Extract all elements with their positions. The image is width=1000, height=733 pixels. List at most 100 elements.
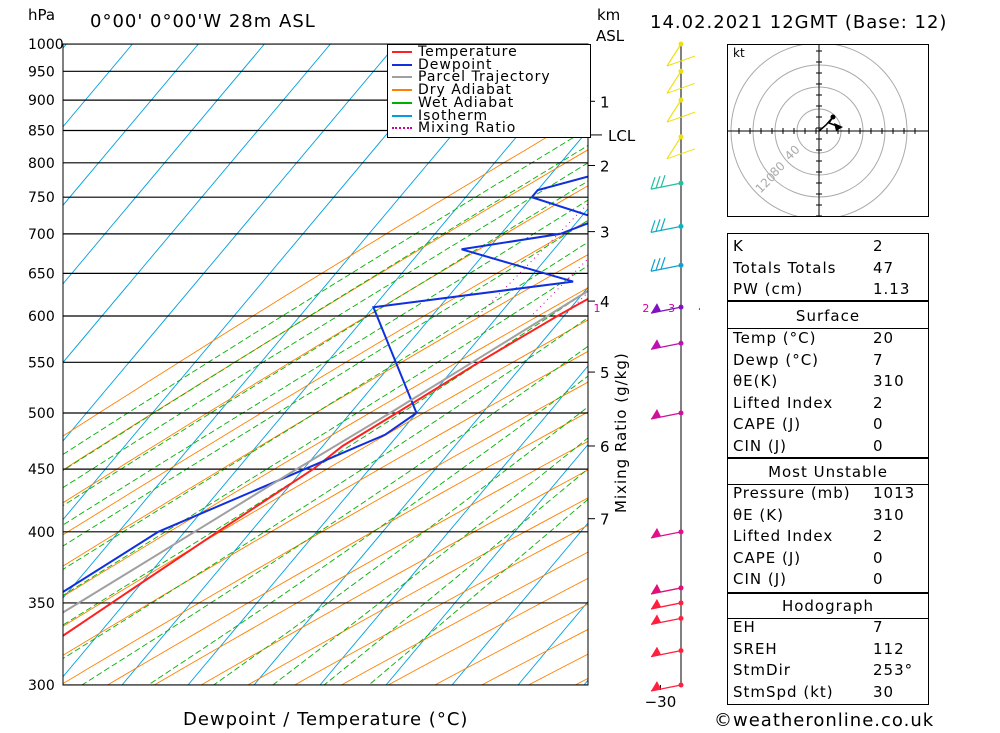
pressure-tick-label: 850	[28, 124, 55, 140]
wet-adiabat-line	[63, 264, 588, 596]
table-row-value: 2	[873, 393, 884, 412]
mixing-ratio-label: 1	[593, 302, 600, 315]
wind-barb-flag	[651, 303, 661, 314]
dry-adiabat-line	[387, 577, 588, 685]
dewpoint-line	[63, 175, 588, 594]
legend-swatch	[392, 114, 412, 117]
legend-label: Dry Adiabat	[418, 82, 512, 99]
pressure-tick-label: 900	[28, 93, 55, 109]
height-tick-label: 1	[600, 93, 610, 111]
height-tick-label: 7	[600, 511, 610, 529]
table-row-value: 2	[873, 237, 884, 255]
wind-barb-feather	[660, 174, 666, 188]
table-row-label: CAPE (J)	[733, 548, 802, 567]
wind-barb	[650, 174, 684, 190]
table-row-label: Totals Totals	[733, 258, 837, 277]
temperature-tick-label: −30	[645, 693, 677, 711]
dry-adiabat-line	[63, 381, 588, 685]
legend: Temperature Dewpoint Parcel Trajectory Dry …	[387, 44, 591, 138]
wet-adiabat-line	[368, 498, 588, 685]
isotherm-line	[63, 44, 529, 599]
hodograph-table-title: Hodograph	[781, 597, 875, 615]
x-axis-label: Dewpoint / Temperature (°C)	[183, 709, 469, 730]
wind-barb	[650, 646, 684, 658]
dry-adiabat-line	[481, 628, 588, 685]
wet-adiabat-line	[63, 241, 588, 570]
wind-barb	[650, 257, 684, 272]
pressure-tick-label: 600	[28, 309, 55, 325]
wind-barb-shaft	[666, 43, 682, 67]
hodograph-ring-label: 40	[782, 142, 803, 163]
wind-barb	[666, 97, 696, 123]
table-row-label: K	[733, 237, 744, 255]
pressure-tick-label: 700	[28, 227, 55, 243]
table-row-value: 0	[873, 548, 884, 567]
wind-barb-flag	[651, 583, 661, 594]
isotherm-line	[63, 50, 588, 678]
legend-swatch	[392, 51, 412, 53]
wind-barb-flag	[651, 681, 661, 691]
isotherm-line	[319, 365, 588, 685]
table-row-label: StmSpd (kt)	[733, 682, 834, 701]
dry-adiabat-line	[247, 497, 588, 685]
wind-barb-flag	[651, 614, 661, 625]
legend-label: Dewpoint	[418, 56, 493, 73]
isotherm-line	[187, 208, 588, 685]
wet-adiabat-line	[63, 317, 588, 660]
wind-barb-feather	[655, 219, 661, 232]
legend-label: Wet Adiabat	[418, 94, 515, 111]
legend-swatch	[392, 127, 412, 130]
dry-adiabat-line	[63, 149, 588, 471]
table-row-label: CIN (J)	[733, 436, 788, 455]
table-row-label: Temp (°C)	[733, 329, 817, 347]
legend-swatch	[392, 101, 412, 104]
dry-adiabat-line	[63, 287, 588, 598]
wind-barb-shaft	[650, 182, 682, 190]
lcl-label: LCL	[608, 127, 636, 145]
legend-label: Temperature	[418, 44, 518, 60]
table-row-value: 310	[873, 372, 905, 390]
mixing-ratio-line	[650, 44, 700, 316]
table-row-label: SREH	[733, 639, 778, 658]
mixing-ratio-label: 4	[698, 302, 700, 315]
dry-adiabat-line	[63, 254, 588, 567]
pressure-tick-label: 750	[28, 190, 55, 206]
wind-barb	[666, 134, 696, 160]
dry-adiabat-line	[63, 319, 588, 627]
surface-table: Surface Temp (°C) 20 Dewp (°C) 7 θE(K) 310 Lif…	[727, 301, 929, 458]
wet-adiabat-line	[63, 219, 588, 547]
table-row-label: Lifted Index	[733, 393, 834, 412]
pressure-tick-label: 400	[28, 525, 55, 541]
table-row-value: 0	[873, 415, 884, 433]
height-tick-label: 5	[600, 364, 610, 382]
wind-barb-shaft	[666, 136, 682, 160]
pressure-tick-label: 350	[28, 596, 55, 612]
wind-barb-flag	[651, 646, 661, 657]
wind-barb	[650, 614, 684, 625]
table-row-label: PW (cm)	[733, 280, 804, 298]
wind-barb-feather	[660, 257, 666, 270]
hodograph-point	[830, 114, 836, 120]
wind-barb	[650, 583, 684, 595]
credit-link[interactable]: ©weatheronline.co.uk	[714, 710, 935, 731]
table-row-label: Lifted Index	[733, 527, 834, 545]
dry-adiabat-line	[63, 350, 588, 656]
dry-adiabat-line	[200, 469, 588, 685]
wind-barb-feather	[655, 258, 661, 271]
wind-barb-shaft	[666, 70, 682, 94]
km-unit-label: km	[597, 6, 621, 24]
wet-adiabat-line	[63, 290, 588, 626]
hodograph-storm-motion	[834, 123, 843, 131]
table-row-value: 1.13	[873, 280, 911, 298]
wind-barb-feather	[650, 259, 656, 272]
pressure-tick-label: 1000	[28, 37, 64, 53]
legend-item: Isotherm	[392, 109, 488, 123]
legend-swatch	[392, 63, 412, 66]
dry-adiabat-line	[63, 185, 588, 504]
wind-barb	[666, 41, 696, 67]
isotherm-line	[63, 44, 265, 285]
wind-barb-feather	[666, 55, 696, 67]
table-row-label: CAPE (J)	[733, 415, 802, 433]
pressure-tick-label: 550	[28, 355, 55, 371]
